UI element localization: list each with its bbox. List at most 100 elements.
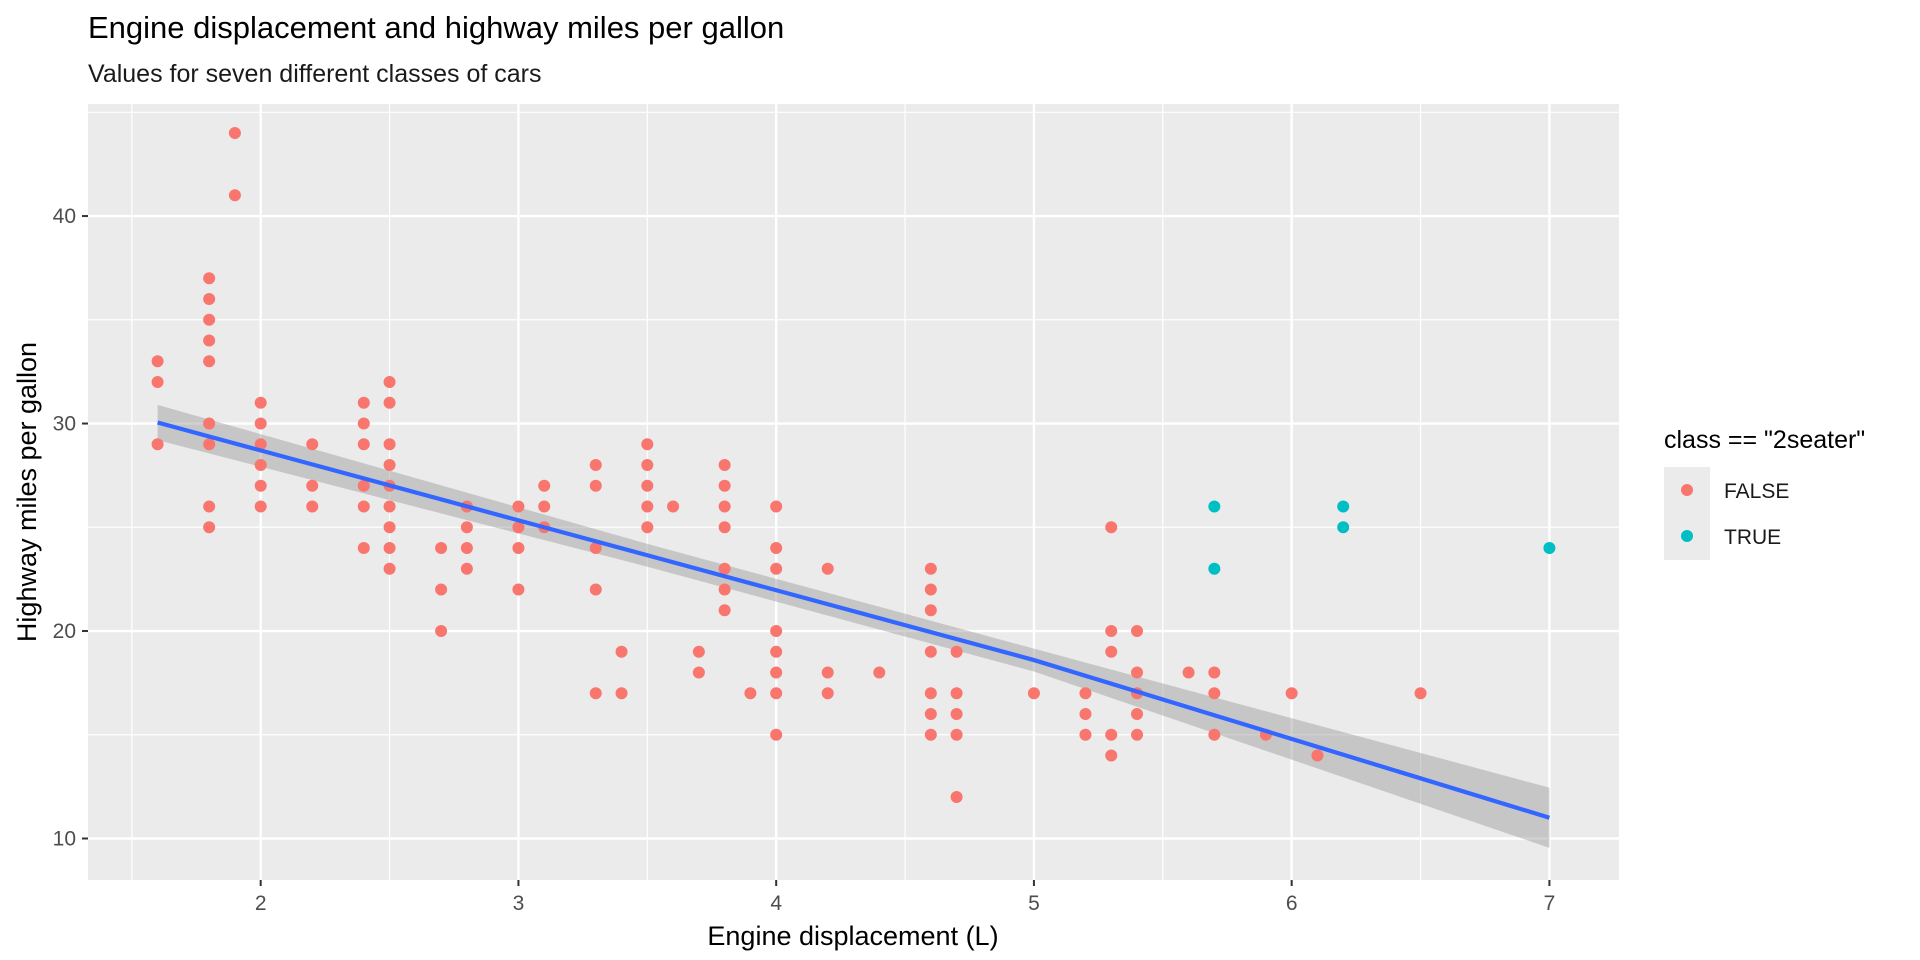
data-point-false	[589, 459, 602, 472]
minor-gridlines	[88, 104, 1619, 880]
data-point-false	[950, 687, 963, 700]
data-point-false	[151, 355, 164, 368]
data-point-false	[357, 438, 370, 451]
data-point-false	[254, 459, 267, 472]
data-point-false	[357, 479, 370, 492]
data-point-false	[641, 500, 654, 513]
data-point-false	[203, 500, 216, 513]
data-point-false	[924, 687, 937, 700]
y-tick-label: 30	[53, 413, 76, 436]
data-point-false	[641, 459, 654, 472]
data-point-false	[383, 562, 396, 575]
data-point-false	[589, 583, 602, 596]
data-point-false	[460, 562, 473, 575]
data-point-false	[357, 542, 370, 555]
data-point-false	[1105, 728, 1118, 741]
x-tick-label: 5	[1028, 892, 1040, 915]
data-point-false	[770, 500, 783, 513]
x-tick-label: 3	[513, 892, 525, 915]
data-point-false	[203, 417, 216, 430]
data-point-false	[203, 355, 216, 368]
data-point-false	[357, 500, 370, 513]
data-point-false	[254, 438, 267, 451]
x-tick-label: 7	[1544, 892, 1556, 915]
data-point-false	[1182, 666, 1195, 679]
data-point-false	[1079, 687, 1092, 700]
data-point-false	[924, 728, 937, 741]
data-point-false	[435, 583, 448, 596]
data-point-false	[1079, 728, 1092, 741]
data-point-false	[538, 479, 551, 492]
y-tick-label: 40	[53, 205, 76, 228]
trend-line	[157, 420, 1551, 820]
data-point-false	[873, 666, 886, 679]
data-point-false	[589, 479, 602, 492]
data-point-false	[924, 583, 937, 596]
data-point-false	[744, 687, 757, 700]
data-point-false	[203, 438, 216, 451]
data-point-false	[770, 645, 783, 658]
data-point-false	[254, 479, 267, 492]
legend-label-false: FALSE	[1724, 480, 1789, 503]
data-point-false	[228, 127, 241, 140]
data-point-true	[1337, 500, 1350, 513]
data-point-false	[718, 521, 731, 534]
data-point-false	[460, 521, 473, 534]
data-point-false	[615, 687, 628, 700]
y-tick-label: 10	[53, 828, 76, 851]
legend-key-true	[1681, 530, 1693, 542]
data-point-false	[306, 438, 319, 451]
data-point-false	[460, 542, 473, 555]
data-point-false	[1105, 521, 1118, 534]
major-gridlines	[88, 104, 1619, 880]
data-point-false	[1079, 708, 1092, 721]
data-point-false	[718, 459, 731, 472]
data-point-true	[1208, 500, 1221, 513]
data-point-false	[770, 562, 783, 575]
x-axis-title: Engine displacement (L)	[707, 921, 998, 951]
legend-key-false	[1681, 484, 1693, 496]
y-axis-title: Highway miles per gallon	[12, 342, 42, 642]
data-point-false	[718, 479, 731, 492]
data-point-false	[435, 542, 448, 555]
data-point-false	[589, 687, 602, 700]
data-point-false	[203, 293, 216, 306]
data-point-false	[641, 479, 654, 492]
chart-title: Engine displacement and highway miles pe…	[88, 10, 784, 45]
data-point-false	[718, 500, 731, 513]
data-point-false	[1131, 625, 1144, 638]
data-point-false	[950, 791, 963, 804]
data-point-false	[383, 438, 396, 451]
data-points-layer	[151, 127, 1556, 804]
data-point-false	[203, 334, 216, 347]
data-point-false	[692, 666, 705, 679]
data-point-false	[1208, 728, 1221, 741]
y-tick-label: 20	[53, 620, 76, 643]
data-point-false	[821, 666, 834, 679]
data-point-false	[1105, 625, 1118, 638]
data-point-false	[254, 396, 267, 409]
trend-line-layer	[157, 420, 1551, 820]
data-point-false	[1131, 666, 1144, 679]
plot-panel	[88, 104, 1619, 880]
data-point-false	[770, 666, 783, 679]
data-point-true	[1208, 562, 1221, 575]
data-point-false	[512, 521, 525, 534]
data-point-false	[306, 500, 319, 513]
data-point-false	[692, 645, 705, 658]
data-point-false	[538, 500, 551, 513]
data-point-false	[770, 687, 783, 700]
data-point-true	[1543, 542, 1556, 555]
data-point-false	[383, 396, 396, 409]
data-point-false	[1131, 708, 1144, 721]
data-point-false	[383, 376, 396, 389]
data-point-false	[718, 604, 731, 617]
data-point-false	[924, 604, 937, 617]
data-point-false	[383, 521, 396, 534]
data-point-false	[512, 542, 525, 555]
data-point-false	[151, 376, 164, 389]
data-point-false	[770, 625, 783, 638]
data-point-false	[667, 500, 680, 513]
data-point-false	[1105, 645, 1118, 658]
legend-title: class == "2seater"	[1664, 426, 1865, 454]
